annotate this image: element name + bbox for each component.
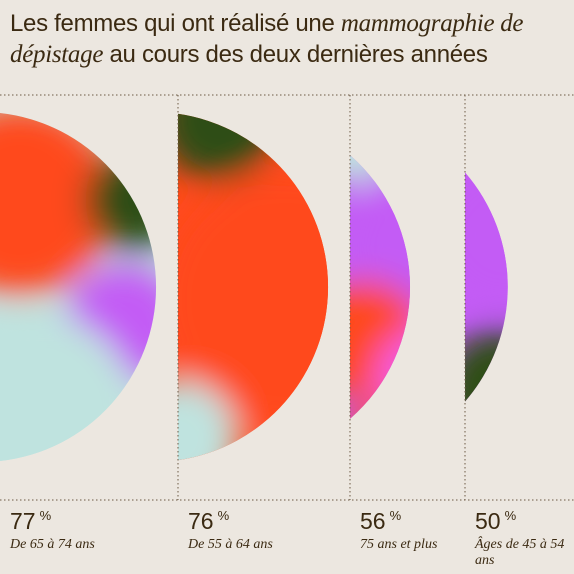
value-label: 50	[475, 508, 501, 534]
column-label: 50% Âges de 45 à 54 ans	[475, 508, 566, 569]
value-label: 56	[360, 508, 386, 534]
value-label: 77	[10, 508, 36, 534]
value-row: 56%	[360, 508, 457, 535]
segment-fill	[465, 172, 508, 402]
category-label: De 55 à 64 ans	[188, 537, 273, 552]
title-part: Les femmes qui ont réalisé une	[10, 10, 335, 37]
unit-label: %	[389, 508, 402, 523]
column-label: 76% De 55 à 64 ans	[188, 508, 342, 553]
value-row: 50%	[475, 508, 566, 535]
category-label: De 65 à 74 ans	[10, 537, 95, 552]
unit-label: %	[504, 508, 517, 523]
segment-fill	[0, 113, 157, 461]
chart-title: Les femmes qui ont réalisé une mammograp…	[10, 8, 570, 70]
value-label: 76	[188, 508, 214, 534]
column-label: 56% 75 ans et plus	[360, 508, 457, 553]
value-row: 77%	[10, 508, 170, 535]
unit-label: %	[39, 508, 52, 523]
category-label: 75 ans et plus	[360, 537, 438, 552]
column-label: 77% De 65 à 74 ans	[10, 508, 170, 553]
unit-label: %	[217, 508, 230, 523]
category-label: Âges de 45 à 54 ans	[475, 537, 565, 568]
title-part: au cours des deux dernières années	[109, 41, 488, 68]
title-emphasis: mammographie de dépistage	[10, 10, 524, 68]
value-row: 76%	[188, 508, 342, 535]
